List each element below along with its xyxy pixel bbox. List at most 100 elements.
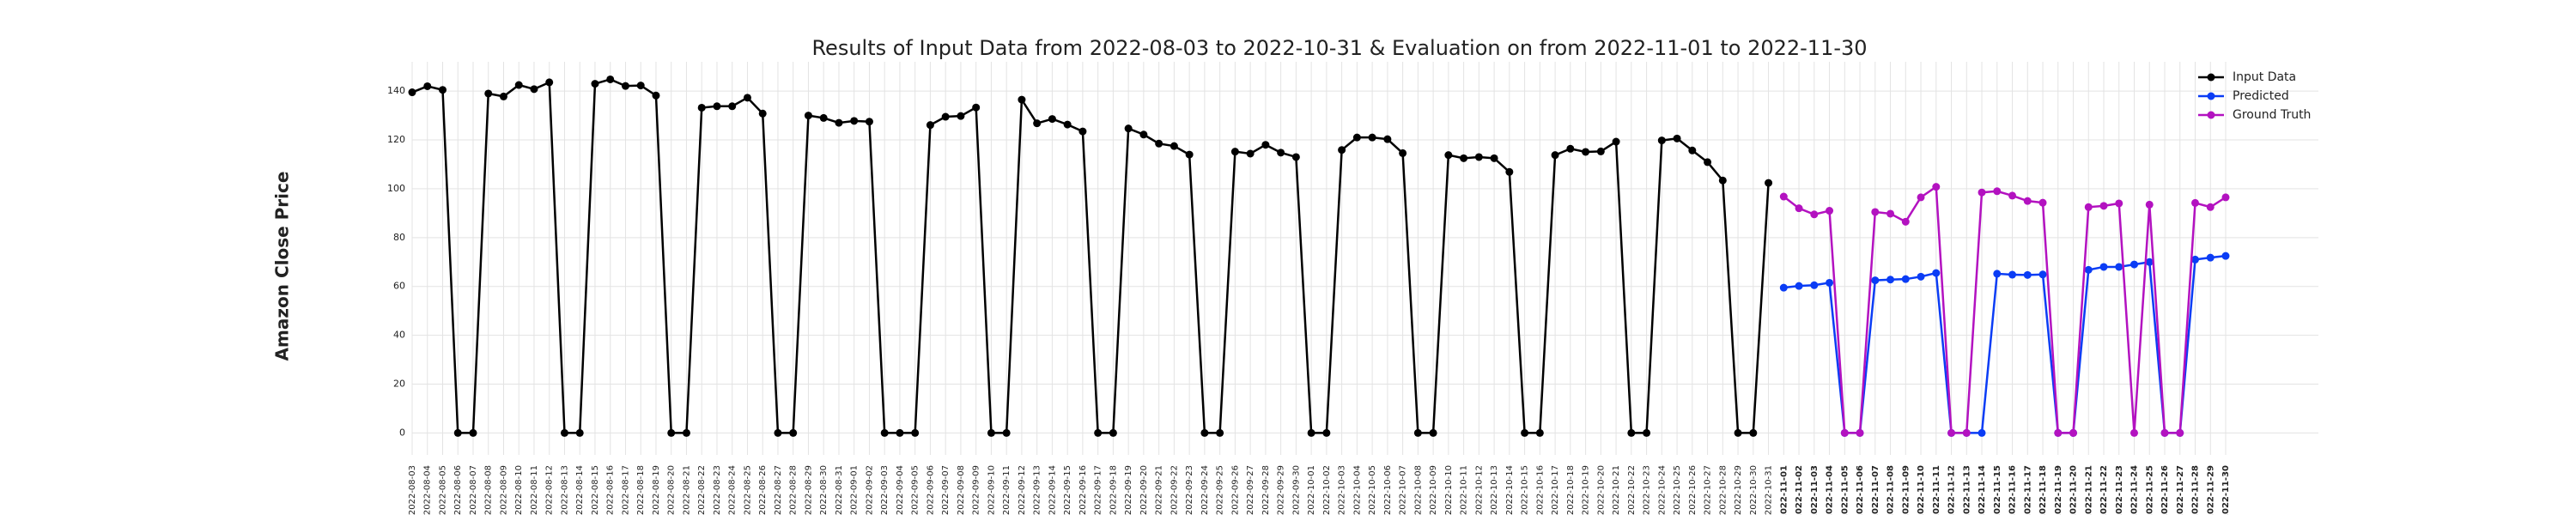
x-tick-label: 2022-11-13 xyxy=(1962,465,1971,515)
point xyxy=(1048,115,1056,124)
x-tick-label: 2022-08-29 xyxy=(804,465,813,515)
point xyxy=(774,428,782,437)
point xyxy=(682,428,690,437)
x-tick-label: 2022-10-11 xyxy=(1460,465,1469,515)
point xyxy=(789,428,798,437)
y-tick-label: 100 xyxy=(387,183,405,194)
point xyxy=(865,118,873,126)
point xyxy=(2099,263,2108,271)
point xyxy=(1124,124,1133,133)
x-tick-label: 2022-10-10 xyxy=(1444,465,1454,515)
x-tick-label: 2022-10-26 xyxy=(1688,465,1698,515)
point xyxy=(2221,193,2230,202)
x-tick-label: 2022-10-07 xyxy=(1399,465,1408,515)
x-tick-label: 2022-10-27 xyxy=(1704,465,1713,515)
legend-marker xyxy=(2207,92,2215,100)
x-tick-label: 2022-11-26 xyxy=(2160,465,2170,515)
point xyxy=(1018,95,1026,104)
x-tick-label: 2022-10-21 xyxy=(1612,465,1621,515)
point xyxy=(560,428,568,437)
point xyxy=(1901,275,1910,283)
x-tick-label: 2022-08-19 xyxy=(652,465,661,515)
point xyxy=(2176,428,2184,437)
point xyxy=(2115,263,2123,271)
point xyxy=(2191,198,2200,207)
point xyxy=(1612,137,1620,146)
point xyxy=(1200,428,1209,437)
x-tick-label: 2022-09-14 xyxy=(1048,465,1057,515)
point xyxy=(987,428,995,437)
point xyxy=(1277,148,1285,157)
point xyxy=(1978,428,1986,437)
x-tick-label: 2022-09-19 xyxy=(1124,465,1133,515)
x-tick-label: 2022-08-10 xyxy=(514,465,524,515)
x-tick-label: 2022-11-12 xyxy=(1947,465,1957,515)
point xyxy=(1704,158,1712,167)
x-tick-label: 2022-09-06 xyxy=(926,465,935,515)
point xyxy=(1521,428,1529,437)
x-tick-label: 2022-09-28 xyxy=(1261,465,1271,515)
point xyxy=(1307,428,1315,437)
point xyxy=(2160,428,2169,437)
point xyxy=(1505,167,1514,176)
point xyxy=(1917,193,1925,202)
point xyxy=(1002,428,1011,437)
point xyxy=(2038,198,2047,207)
point xyxy=(2069,428,2078,437)
point xyxy=(1901,217,1910,226)
x-tick-label: 2022-11-22 xyxy=(2099,465,2109,515)
point xyxy=(2084,203,2093,211)
point xyxy=(728,102,737,111)
point xyxy=(1779,192,1788,201)
x-tick-label: 2022-11-11 xyxy=(1932,465,1941,515)
point xyxy=(1109,428,1117,437)
x-tick-label: 2022-09-18 xyxy=(1109,465,1118,515)
point xyxy=(621,82,629,90)
point xyxy=(545,78,554,87)
point xyxy=(1886,209,1895,218)
point xyxy=(484,89,493,98)
legend-marker xyxy=(2207,111,2215,119)
x-tick-label: 2022-10-24 xyxy=(1657,465,1667,515)
point xyxy=(926,121,934,130)
x-tick-label: 2022-11-04 xyxy=(1826,465,1835,515)
point xyxy=(713,102,721,111)
x-tick-label: 2022-10-03 xyxy=(1338,465,1347,515)
x-tick-label: 2022-09-09 xyxy=(972,465,981,515)
x-tick-label: 2022-09-30 xyxy=(1291,465,1301,515)
x-tick-label: 2022-09-27 xyxy=(1246,465,1255,515)
point xyxy=(575,428,584,437)
x-tick-label: 2022-08-24 xyxy=(728,465,738,515)
y-tick-label: 20 xyxy=(393,379,405,390)
point xyxy=(499,92,507,100)
point xyxy=(911,428,920,437)
y-axis-label: Amazon Close Price xyxy=(272,172,293,361)
point xyxy=(2130,428,2139,437)
y-tick-label: 80 xyxy=(393,232,405,243)
point xyxy=(1460,154,1468,162)
point xyxy=(408,88,416,97)
x-tick-label: 2022-11-20 xyxy=(2069,465,2079,515)
x-tick-label: 2022-08-06 xyxy=(453,465,463,515)
y-tick-label: 0 xyxy=(399,427,405,438)
x-tick-label: 2022-08-17 xyxy=(621,465,630,515)
x-tick-label: 2022-10-08 xyxy=(1413,465,1423,515)
point xyxy=(1139,130,1148,139)
x-tick-label: 2022-08-21 xyxy=(682,465,691,515)
point xyxy=(2206,253,2215,262)
point xyxy=(1718,176,1727,185)
x-tick-label: 2022-10-14 xyxy=(1505,465,1515,515)
x-tick-label: 2022-10-09 xyxy=(1429,465,1438,515)
point xyxy=(1338,146,1346,154)
point xyxy=(1490,154,1498,162)
grid xyxy=(411,62,2318,455)
point xyxy=(1871,208,1880,216)
x-tick-label: 2022-08-31 xyxy=(835,465,844,515)
point xyxy=(1246,149,1255,158)
point xyxy=(652,91,660,100)
point xyxy=(423,82,432,90)
x-tick-label: 2022-09-21 xyxy=(1155,465,1164,515)
x-tick-label: 2022-08-20 xyxy=(667,465,677,515)
point xyxy=(1917,272,1925,281)
